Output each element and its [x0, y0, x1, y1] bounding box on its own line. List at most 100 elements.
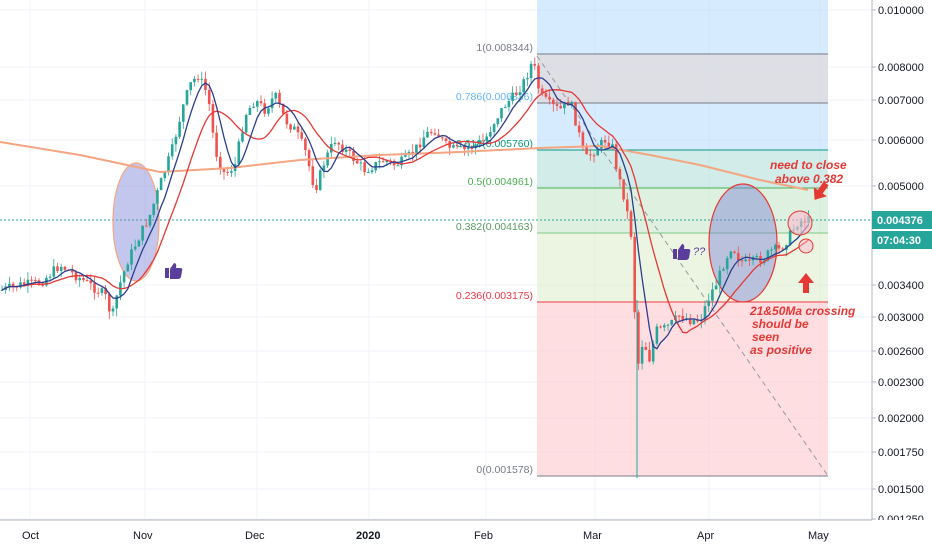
price-tick-label: 0.007000 — [878, 95, 924, 107]
time-label-may: May — [808, 530, 829, 542]
candle-body — [211, 104, 215, 133]
ma50-line — [1, 89, 810, 334]
candle-body — [355, 160, 359, 164]
candle-body — [522, 79, 525, 93]
fib-labels: 1(0.008344) 0.786(0.006836) 0.618(0.0057… — [456, 42, 533, 476]
candle-body — [570, 101, 574, 106]
candle-body — [148, 214, 152, 226]
arrow-up-icon — [798, 273, 814, 293]
candle-body — [93, 283, 96, 293]
candle-body — [104, 288, 107, 295]
candle-body — [259, 101, 263, 104]
candle-body — [441, 137, 444, 139]
candle-body — [555, 104, 559, 106]
candle-body — [500, 108, 503, 119]
price-tick-label: 0.003400 — [878, 280, 924, 292]
candle-body — [159, 178, 163, 191]
candle-body — [433, 133, 437, 135]
candle-body — [237, 141, 241, 164]
candle-body — [559, 105, 562, 109]
candle-body — [330, 143, 333, 153]
fib-zone-top-blue — [537, 0, 828, 54]
candle-body — [359, 162, 363, 164]
candle-body — [474, 144, 477, 149]
candle-body — [544, 93, 548, 97]
price-tick-label: 0.001750 — [878, 447, 924, 459]
candle-body — [503, 107, 507, 109]
candle-body — [644, 347, 648, 350]
ma21-line — [1, 77, 810, 350]
note-bottom-line4: as positive — [750, 343, 812, 357]
candle-body — [744, 259, 747, 261]
candle-body — [448, 141, 451, 148]
candle-body — [285, 113, 289, 125]
candle-body — [248, 107, 252, 115]
candle-body — [174, 136, 178, 145]
fib-label-0382: 0.382(0.004163) — [456, 221, 533, 233]
candle-body — [374, 162, 377, 171]
price-tick-label: 0.005000 — [878, 181, 924, 193]
candle-body — [63, 266, 67, 270]
candle-body — [755, 255, 759, 257]
candle-body — [703, 306, 707, 320]
candle-body — [207, 89, 211, 105]
candle-body — [589, 154, 592, 156]
note-bottom-line3: seen — [752, 330, 779, 344]
candle-body — [163, 172, 167, 179]
candle-body — [422, 137, 426, 148]
fib-zone-05-0382 — [537, 188, 828, 233]
candle-body — [507, 101, 511, 108]
time-axis[interactable]: Oct Nov Dec 2020 Feb Mar Apr May — [0, 519, 932, 550]
current-price-badge — [872, 211, 932, 229]
candle-body — [526, 78, 529, 80]
price-tick-label: 0.002300 — [878, 377, 924, 389]
candle-body — [85, 280, 89, 282]
candle-body — [655, 326, 659, 344]
thumbs-up-icon — [165, 263, 183, 279]
candle-body — [463, 146, 466, 150]
candle-body — [666, 324, 670, 326]
candle-body — [19, 282, 22, 288]
candle-body — [170, 144, 174, 157]
time-label-2020: 2020 — [356, 530, 380, 542]
candle-body — [496, 118, 500, 125]
fib-zone-0786-0618 — [537, 103, 828, 150]
candle-body — [774, 245, 777, 250]
thumbs-up-icon — [673, 244, 691, 260]
fib-zone-0382-0236 — [537, 233, 828, 302]
candle-body — [333, 142, 337, 144]
candle-body — [533, 63, 537, 66]
candle-body — [156, 190, 159, 204]
candle-body — [385, 160, 389, 163]
candle-body — [404, 154, 407, 157]
candle-body — [563, 101, 566, 109]
time-label-dec: Dec — [245, 530, 265, 542]
candle-body — [770, 249, 773, 251]
target-circle-upper — [787, 210, 813, 236]
candle-body — [529, 63, 533, 79]
candle-body — [52, 266, 56, 277]
candle-body — [122, 271, 126, 283]
candle-body — [651, 343, 655, 362]
candle-body — [244, 114, 248, 133]
candle-body — [648, 349, 651, 362]
candle-body — [126, 264, 130, 272]
candle-body — [707, 300, 710, 307]
candle-body — [152, 203, 155, 215]
time-label-mar: Mar — [583, 530, 602, 542]
candle-body — [293, 126, 296, 130]
candle-body — [492, 124, 496, 133]
candle-body — [367, 171, 370, 173]
candle-body — [622, 179, 625, 200]
candle-body — [141, 225, 144, 241]
candle-body — [396, 165, 400, 167]
candle-body — [8, 283, 11, 287]
fib-label-0: 0(0.001578) — [476, 464, 533, 476]
fib-label-0236: 0.236(0.003175) — [456, 290, 533, 302]
price-axis[interactable]: 0.010000 0.008000 0.007000 0.006000 0.005000… — [871, 0, 932, 550]
candle-body — [145, 225, 148, 227]
candle-body — [515, 92, 518, 96]
candle-body — [185, 90, 189, 105]
candle-body — [278, 92, 281, 104]
